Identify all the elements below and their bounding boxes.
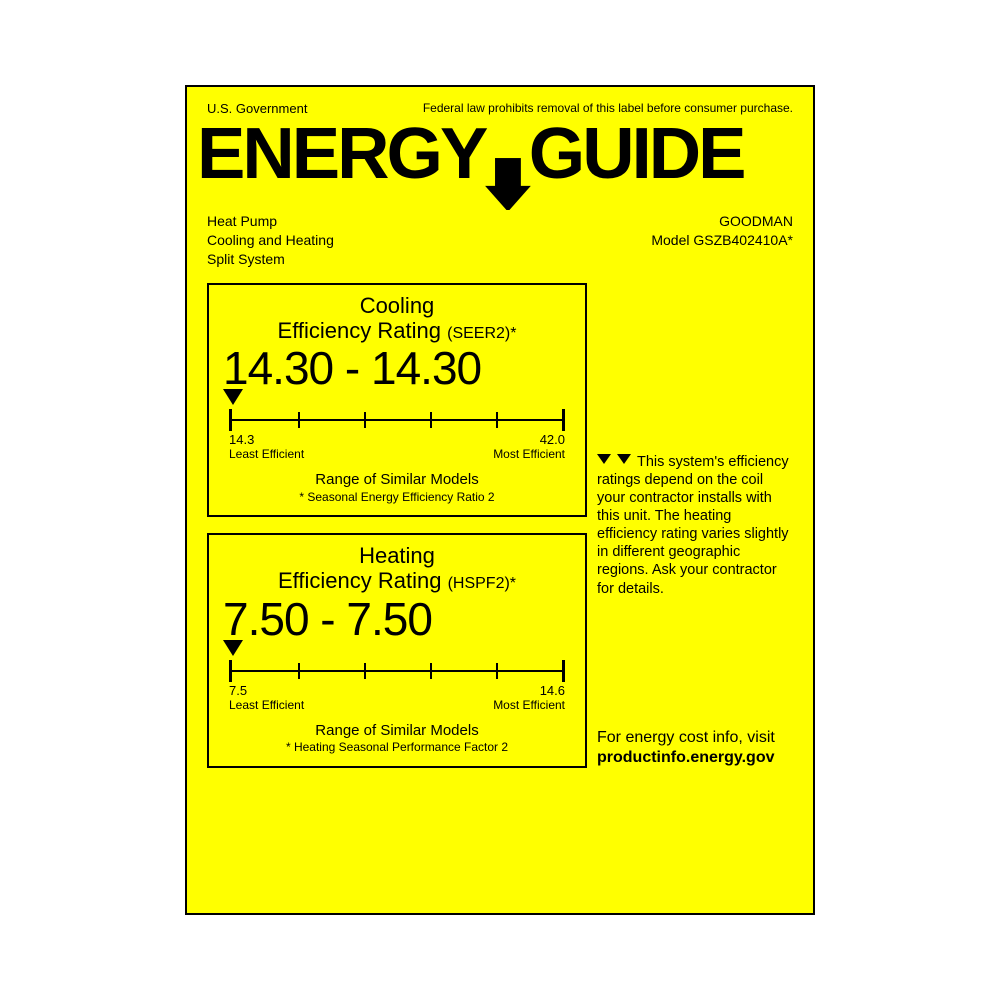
heating-footnote: * Heating Seasonal Performance Factor 2 (223, 740, 571, 756)
brand-model: GOODMAN Model GSZB402410A* (651, 212, 793, 269)
heating-rating-box: Heating Efficiency Rating (HSPF2)* 7.50 … (207, 533, 587, 768)
heating-scale-max: 14.6 (493, 684, 565, 699)
product-type: Heat Pump Cooling and Heating Split Syst… (207, 212, 334, 269)
model-number: Model GSZB402410A* (651, 232, 793, 248)
federal-law-text: Federal law prohibits removal of this la… (423, 101, 793, 115)
heating-scale-min: 7.5 (229, 684, 304, 699)
heating-scale-labels: 7.5Least Efficient 14.6Most Efficient (229, 684, 565, 713)
disclaimer-text: This system's efficiency ratings depend … (597, 454, 789, 597)
cooling-scale-labels: 14.3Least Efficient 42.0Most Efficient (229, 433, 565, 462)
heating-pointer-icon (223, 640, 243, 656)
cooling-scale-max-label: Most Efficient (493, 447, 565, 461)
energyguide-label: U.S. Government Federal law prohibits re… (185, 85, 815, 915)
heating-range-caption: Range of Similar Models * Heating Season… (223, 721, 571, 756)
heating-scale-min-label: Least Efficient (229, 698, 304, 712)
rating-boxes-column: Cooling Efficiency Rating (SEER2)* 14.30… (207, 283, 587, 784)
product-info-row: Heat Pump Cooling and Heating Split Syst… (207, 212, 793, 269)
cooling-scale-line (229, 409, 565, 431)
cooling-rating-box: Cooling Efficiency Rating (SEER2)* 14.30… (207, 283, 587, 518)
heating-range-text: Range of Similar Models (315, 722, 478, 739)
heating-pointer-row (223, 640, 571, 658)
heating-scale-max-label: Most Efficient (493, 698, 565, 712)
government-text: U.S. Government (207, 101, 307, 116)
product-type-line2: Cooling and Heating (207, 232, 334, 248)
energyguide-logo: ENERGY GUIDE (197, 120, 803, 210)
cost-info-text: For energy cost info, visit (597, 729, 775, 746)
energyguide-wordmark-icon: ENERGY GUIDE (197, 120, 803, 210)
heating-title-line2: Efficiency Rating (278, 568, 441, 593)
heating-metric: (HSPF2)* (448, 575, 516, 592)
side-column: This system's efficiency ratings depend … (597, 283, 793, 768)
header-row: U.S. Government Federal law prohibits re… (207, 101, 793, 116)
main-content-row: Cooling Efficiency Rating (SEER2)* 14.30… (207, 283, 793, 784)
cooling-scale-min-label: Least Efficient (229, 447, 304, 461)
brand-name: GOODMAN (719, 213, 793, 229)
svg-text:GUIDE: GUIDE (529, 120, 744, 194)
heating-value: 7.50 - 7.50 (223, 596, 571, 642)
cooling-pointer-row (223, 389, 571, 407)
cost-info-note: For energy cost info, visit productinfo.… (597, 728, 793, 768)
product-type-line1: Heat Pump (207, 213, 277, 229)
cost-info-url: productinfo.energy.gov (597, 749, 774, 766)
cooling-scale-max: 42.0 (493, 433, 565, 448)
cooling-title: Cooling Efficiency Rating (SEER2)* (223, 293, 571, 344)
cooling-footnote: * Seasonal Energy Efficiency Ratio 2 (223, 490, 571, 506)
cooling-pointer-icon (223, 389, 243, 405)
cooling-value: 14.30 - 14.30 (223, 345, 571, 391)
heating-title-line1: Heating (223, 543, 571, 568)
cooling-scale: 14.3Least Efficient 42.0Most Efficient (229, 409, 565, 462)
cooling-title-line1: Cooling (223, 293, 571, 318)
cooling-metric: (SEER2)* (447, 325, 516, 342)
note-marker-icon (597, 453, 631, 471)
heating-scale-line (229, 660, 565, 682)
heating-scale: 7.5Least Efficient 14.6Most Efficient (229, 660, 565, 713)
efficiency-disclaimer: This system's efficiency ratings depend … (597, 453, 793, 598)
cooling-range-caption: Range of Similar Models * Seasonal Energ… (223, 470, 571, 505)
cooling-range-text: Range of Similar Models (315, 471, 478, 488)
svg-text:ENERGY: ENERGY (197, 120, 488, 194)
product-type-line3: Split System (207, 251, 285, 267)
cooling-title-line2: Efficiency Rating (278, 318, 441, 343)
heating-title: Heating Efficiency Rating (HSPF2)* (223, 543, 571, 594)
cooling-scale-min: 14.3 (229, 433, 304, 448)
